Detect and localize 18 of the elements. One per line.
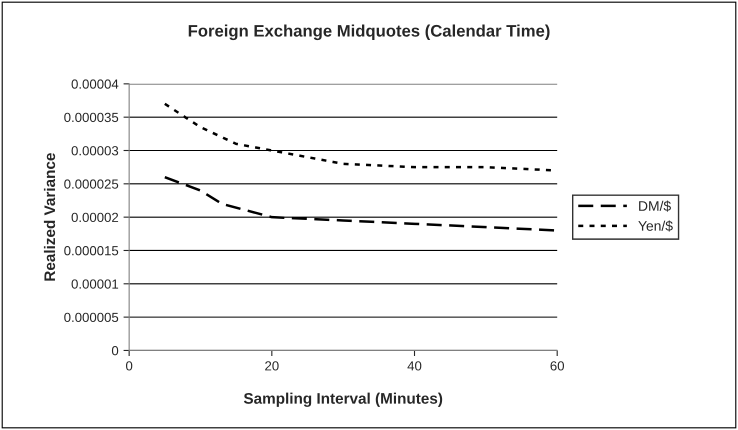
y-tick-label: 0.000035 — [64, 112, 118, 122]
y-tick-label: 0 — [112, 346, 118, 356]
x-axis-title: Sampling Interval (Minutes) — [244, 392, 442, 407]
x-tick-label: 20 — [265, 361, 279, 371]
y-axis-title: Realized Variance — [44, 153, 56, 281]
x-tick-label: 0 — [126, 361, 132, 371]
y-tick-label: 0.000025 — [64, 179, 118, 189]
y-tick-label: 0.00002 — [72, 212, 118, 222]
y-tick-label: 0.000015 — [64, 246, 118, 256]
chart-title: Foreign Exchange Midquotes (Calendar Time) — [188, 24, 550, 40]
y-tick-label: 0.00003 — [72, 146, 118, 156]
x-tick-label: 60 — [550, 361, 564, 371]
x-tick-label: 40 — [407, 361, 422, 371]
legend-label: DM/$ — [639, 200, 671, 212]
y-tick-label: 0.000005 — [64, 312, 118, 322]
y-tick-label: 0.00001 — [72, 279, 118, 289]
legend-label: Yen/$ — [638, 220, 673, 232]
y-tick-label: 0.00004 — [72, 79, 118, 89]
